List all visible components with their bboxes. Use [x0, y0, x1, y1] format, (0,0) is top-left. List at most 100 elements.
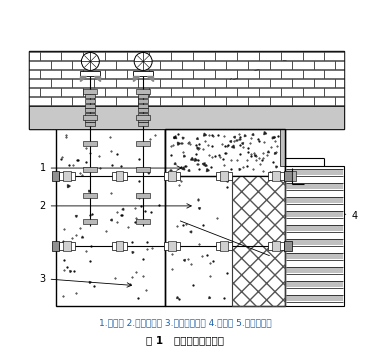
Bar: [226, 61, 248, 69]
Bar: [313, 79, 335, 87]
Bar: [138, 61, 160, 69]
Polygon shape: [197, 147, 199, 149]
Polygon shape: [182, 137, 184, 139]
Bar: [292, 61, 313, 69]
Bar: [81, 71, 100, 77]
Bar: [85, 94, 95, 98]
Bar: [259, 88, 280, 96]
Bar: [270, 79, 292, 87]
Bar: [220, 171, 227, 181]
Bar: [160, 79, 182, 87]
Bar: [40, 52, 62, 60]
Polygon shape: [255, 155, 256, 157]
Polygon shape: [230, 140, 232, 143]
Bar: [215, 52, 237, 60]
Bar: [59, 172, 75, 180]
Bar: [83, 90, 97, 94]
Polygon shape: [188, 169, 190, 171]
Text: 2: 2: [39, 201, 191, 211]
Polygon shape: [122, 208, 124, 210]
Bar: [127, 88, 149, 96]
Polygon shape: [177, 142, 180, 145]
Bar: [335, 61, 344, 69]
Bar: [182, 97, 204, 105]
Bar: [29, 70, 40, 78]
Bar: [105, 88, 127, 96]
Bar: [105, 70, 127, 78]
Bar: [285, 166, 344, 305]
Bar: [268, 172, 283, 180]
Bar: [280, 70, 302, 78]
Polygon shape: [252, 134, 254, 135]
Bar: [149, 52, 171, 60]
Bar: [136, 115, 150, 120]
Text: 1.锁固砖 2.轻质粘土砖 3.低水泥浇注料 4.纤维板 5.轻质流注料: 1.锁固砖 2.轻质粘土砖 3.低水泥浇注料 4.纤维板 5.轻质流注料: [99, 318, 271, 327]
Polygon shape: [204, 133, 207, 136]
Bar: [283, 241, 292, 251]
Bar: [272, 241, 280, 251]
Bar: [62, 70, 83, 78]
Bar: [116, 79, 138, 87]
Bar: [171, 88, 193, 96]
Bar: [105, 52, 127, 60]
Bar: [138, 122, 148, 126]
Polygon shape: [267, 151, 269, 153]
Bar: [204, 79, 226, 87]
Bar: [116, 97, 138, 105]
Bar: [168, 171, 175, 181]
Bar: [29, 79, 50, 87]
Bar: [138, 113, 148, 117]
Circle shape: [134, 52, 152, 70]
Bar: [112, 242, 128, 250]
Bar: [94, 61, 116, 69]
Bar: [237, 52, 259, 60]
Polygon shape: [89, 282, 91, 283]
Bar: [83, 70, 105, 78]
Bar: [325, 70, 344, 78]
Bar: [50, 79, 72, 87]
Bar: [259, 52, 280, 60]
Bar: [248, 97, 270, 105]
Polygon shape: [174, 136, 177, 139]
Bar: [115, 241, 124, 251]
Bar: [138, 79, 160, 87]
Bar: [85, 122, 95, 126]
Polygon shape: [194, 158, 197, 161]
Polygon shape: [233, 136, 235, 138]
Polygon shape: [147, 77, 153, 81]
Bar: [116, 61, 138, 69]
Bar: [138, 118, 148, 122]
Bar: [215, 88, 237, 96]
Polygon shape: [202, 163, 205, 166]
Bar: [286, 169, 344, 175]
Bar: [138, 97, 160, 105]
Bar: [259, 70, 280, 78]
Bar: [226, 79, 248, 87]
Bar: [40, 70, 62, 78]
Bar: [136, 90, 150, 94]
Polygon shape: [183, 259, 186, 261]
Polygon shape: [239, 169, 241, 170]
Bar: [204, 97, 226, 105]
Bar: [268, 242, 283, 250]
Bar: [286, 295, 344, 301]
Polygon shape: [232, 145, 234, 148]
Polygon shape: [196, 138, 198, 139]
Bar: [168, 241, 175, 251]
Polygon shape: [242, 143, 244, 144]
Polygon shape: [244, 135, 246, 137]
Polygon shape: [68, 184, 70, 188]
Bar: [127, 70, 149, 78]
Bar: [127, 52, 149, 60]
Bar: [29, 97, 50, 105]
Bar: [138, 104, 148, 108]
Polygon shape: [174, 162, 176, 165]
Polygon shape: [132, 252, 134, 253]
Bar: [237, 88, 259, 96]
Bar: [286, 211, 344, 217]
Bar: [216, 242, 232, 250]
Bar: [112, 172, 128, 180]
Bar: [85, 99, 95, 103]
Bar: [52, 171, 59, 181]
Bar: [280, 52, 302, 60]
